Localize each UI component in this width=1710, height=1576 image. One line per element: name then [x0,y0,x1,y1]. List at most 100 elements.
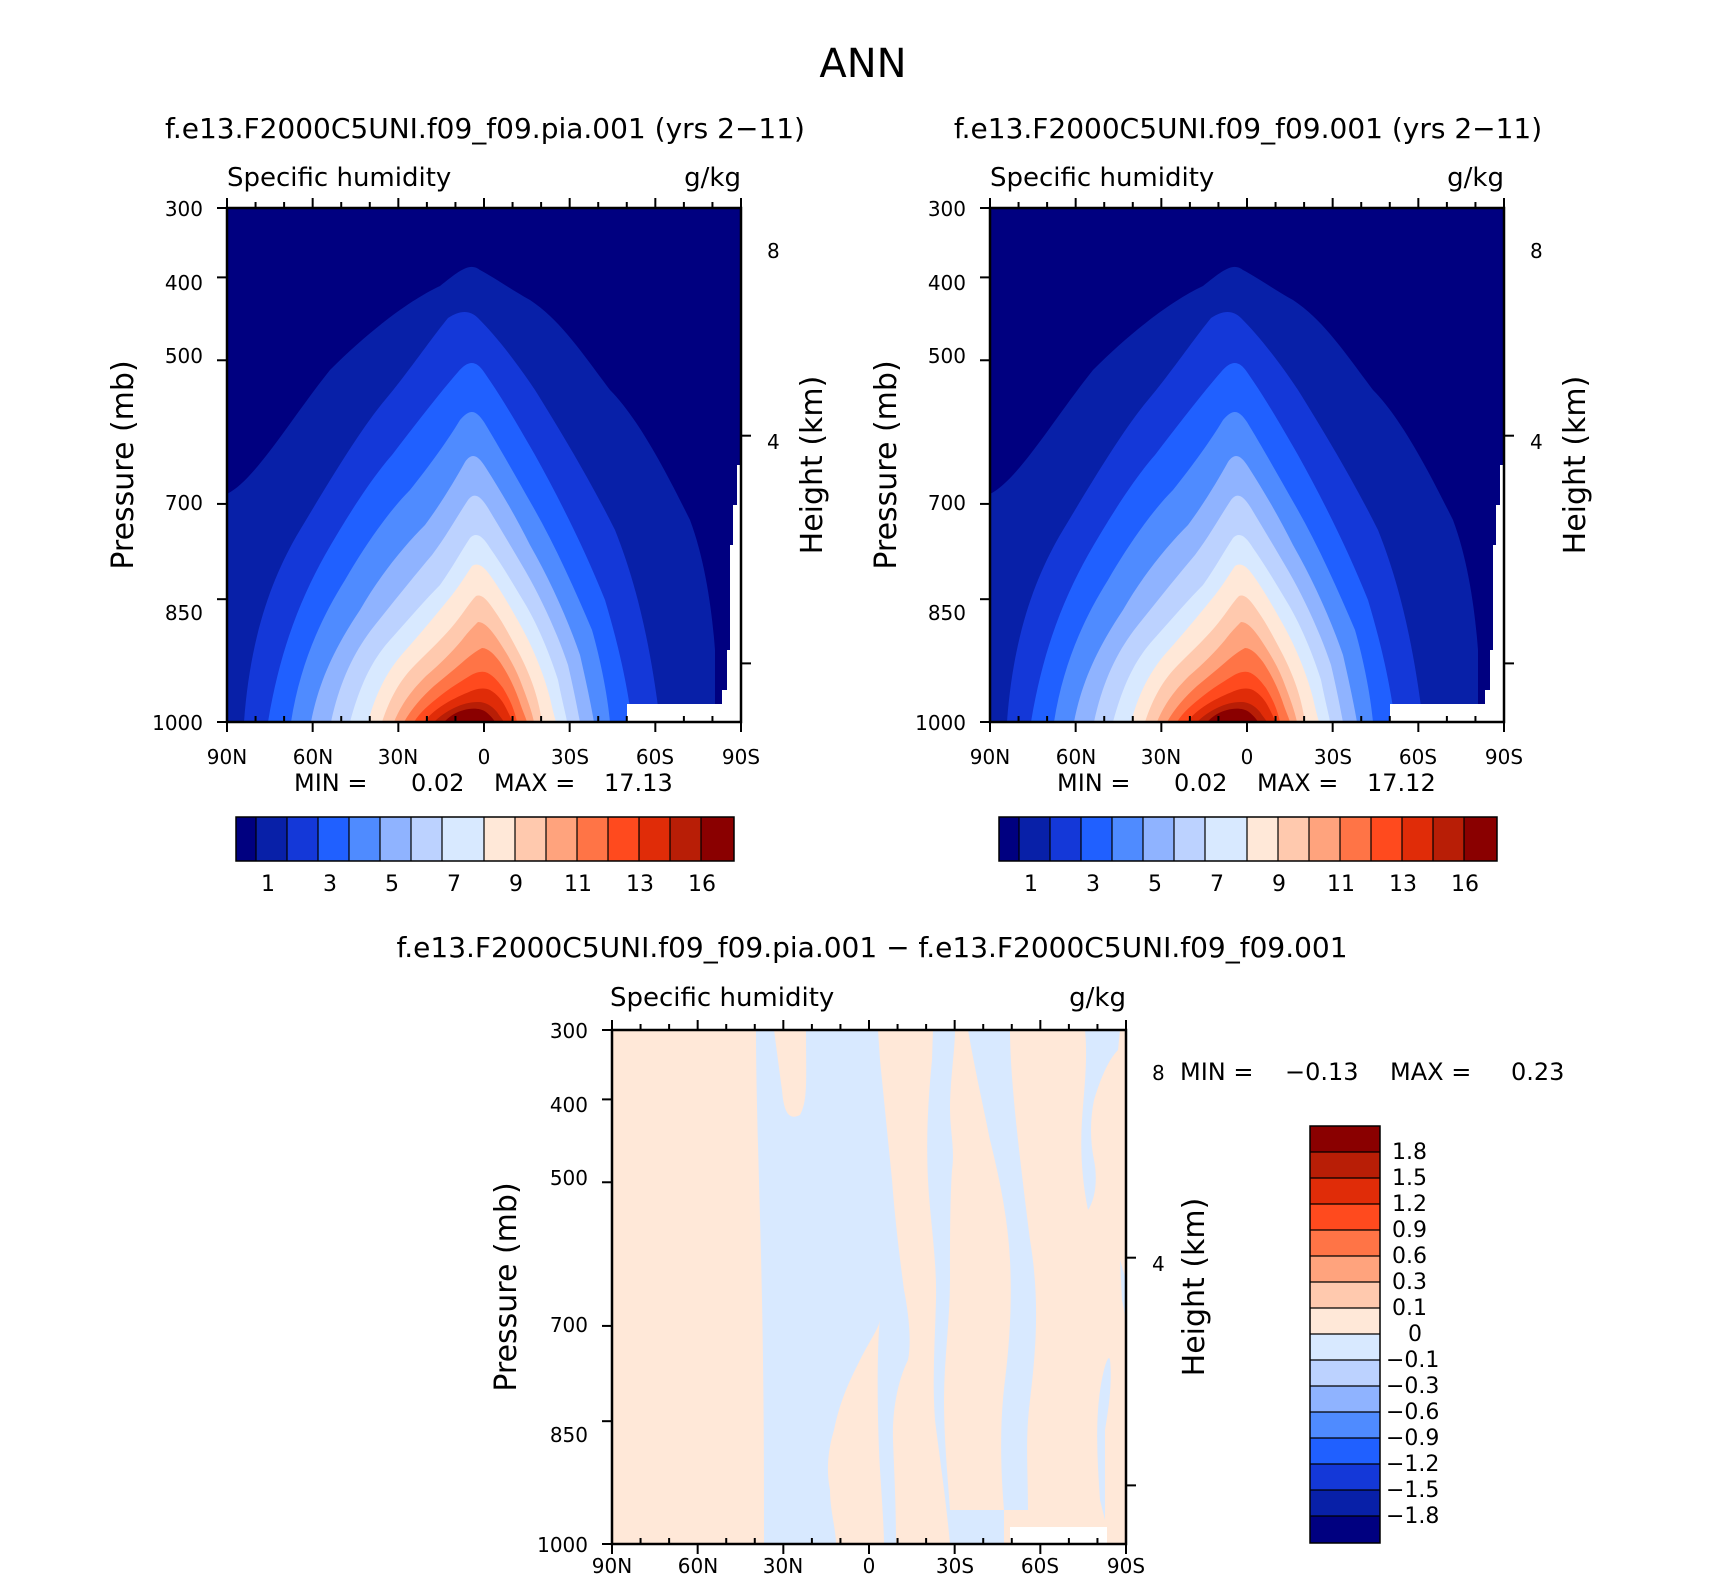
variable-label: Specific humidity [227,163,451,193]
panel-difference: f.e13.F2000C5UNI.f09_f09.pia.001 − f.e13… [396,931,1564,1576]
right-axis-label: Height (km) [1177,1198,1212,1377]
y-axis-label: Pressure (mb) [489,1182,524,1391]
colorbar-box [1310,1360,1380,1386]
y-tick-label: 850 [928,601,966,625]
colorbar-label: −0.1 [1386,1348,1439,1373]
y-tick-label: 1000 [152,711,203,735]
colorbar-box [1371,817,1402,861]
colorbar-label: 5 [385,872,399,897]
right-axis-label: Height (km) [795,376,830,555]
main-title: ANN [819,41,906,87]
colorbar-box [380,817,411,861]
max-label: MAX = [494,769,575,797]
colorbar: 1 3 5 7 9 11 13 16 [235,816,735,897]
colorbar-box [484,817,515,861]
variable-label: Specific humidity [990,163,1214,193]
panel-title: f.e13.F2000C5UNI.f09_f09.pia.001 (yrs 2−… [165,112,805,145]
x-tick-label: 0 [478,745,491,769]
y-axis-label: Pressure (mb) [106,360,141,569]
colorbar-box [1310,1490,1380,1516]
contour-level [1207,708,1258,722]
colorbar-label: 7 [1210,872,1224,897]
colorbar-label: 3 [1086,872,1100,897]
y-axis-label: Pressure (mb) [869,360,904,569]
colorbar-box [1112,817,1143,861]
colorbar-box [349,817,380,861]
colorbar-box [1464,817,1497,861]
colorbar-label: 9 [1272,872,1286,897]
y-tick-label: 500 [928,344,966,368]
colorbar-label: 7 [447,872,461,897]
axis-ticks [980,198,1514,732]
axis-ticks [602,1020,1136,1554]
colorbar-box [1310,1464,1380,1490]
colorbar-box [1050,817,1081,861]
colorbar-box [1310,1256,1380,1282]
x-tick-label: 90S [722,745,760,769]
colorbar-label: 11 [564,872,592,897]
colorbar-label: 1.2 [1392,1192,1427,1217]
colorbar-label: 13 [626,872,654,897]
x-tick-label: 30N [378,745,418,769]
colorbar-box [1174,817,1205,861]
colorbar-label: −1.2 [1386,1452,1439,1477]
colorbar-label: 11 [1327,872,1355,897]
min-label: MIN = [1180,1058,1253,1086]
contour-fill [227,208,741,722]
x-tick-label: 30N [1141,745,1181,769]
colorbar-box [1081,817,1112,861]
right-tick-label: 8 [1530,239,1543,263]
colorbar-label: −0.9 [1386,1426,1439,1451]
colorbar-label: 3 [323,872,337,897]
y-tick-label: 850 [550,1423,588,1447]
colorbar-box [1310,1230,1380,1256]
colorbar-dividers [1018,817,1465,861]
colorbar-box [701,817,734,861]
contour-level [1097,1358,1111,1520]
colorbar-label: 0.9 [1392,1218,1427,1243]
colorbar-box [608,817,639,861]
contour-fill [612,1030,1126,1544]
right-axis-label: Height (km) [1558,376,1593,555]
colorbar-label: 16 [1451,872,1479,897]
x-tick-label: 60S [636,745,674,769]
contour-level [444,708,495,722]
colorbar-box [1310,1282,1380,1308]
colorbar-box [411,817,442,861]
y-tick-label: 500 [550,1166,588,1190]
colorbar: 1 3 5 7 9 11 13 16 [998,816,1498,897]
x-tick-label: 30S [1314,745,1352,769]
colorbar-label: 5 [1148,872,1162,897]
y-tick-label: 400 [165,271,203,295]
contour-level [927,1030,1004,1544]
units-label: g/kg [1069,983,1126,1013]
colorbar-dividers [255,817,702,861]
x-tick-label: 30S [551,745,589,769]
y-tick-label: 300 [928,197,966,221]
x-tick-label: 90S [1485,745,1523,769]
x-tick-label: 60N [678,1554,718,1576]
right-tick-label: 8 [1152,1061,1165,1085]
x-tick-label: 60N [1056,745,1096,769]
min-value: 0.02 [1174,769,1227,797]
y-tick-label: 1000 [537,1533,588,1557]
x-tick-label: 90N [970,745,1010,769]
missing-data-mask [1010,1527,1107,1544]
colorbar-label: −1.8 [1386,1504,1439,1529]
colorbar-box [1310,1126,1380,1152]
missing-data-mask [627,465,741,722]
colorbar-box [1143,817,1174,861]
right-tick-label: 4 [767,430,780,454]
min-label: MIN = [1057,769,1130,797]
y-tick-label: 400 [928,271,966,295]
units-label: g/kg [1447,163,1504,193]
x-tick-label: 90N [207,745,247,769]
min-value: −0.13 [1285,1058,1359,1086]
min-value: 0.02 [411,769,464,797]
x-tick-label: 0 [1241,745,1254,769]
panel-title: f.e13.F2000C5UNI.f09_f09.001 (yrs 2−11) [954,112,1542,145]
colorbar-box [1019,817,1050,861]
colorbar-label: 13 [1389,872,1417,897]
max-value: 17.13 [604,769,673,797]
x-tick-label: 0 [863,1554,876,1576]
